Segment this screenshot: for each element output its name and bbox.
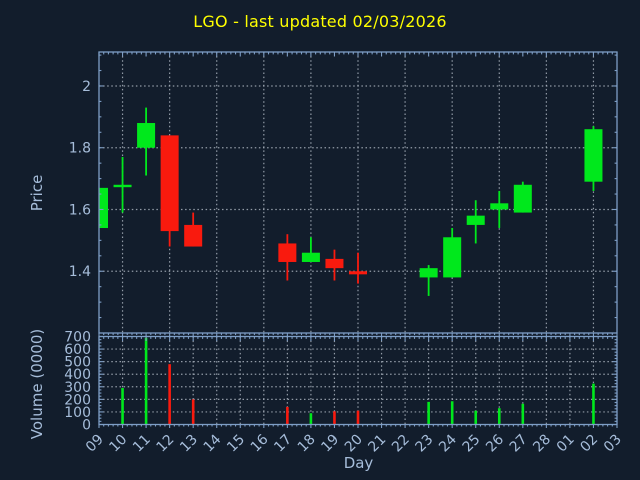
candle-body-13 bbox=[184, 224, 203, 247]
volume-tick-label-0: 0 bbox=[82, 418, 91, 434]
candle-24 bbox=[443, 228, 462, 278]
candle-26 bbox=[490, 190, 509, 229]
chart-title: LGO - last updated 02/03/2026 bbox=[193, 12, 447, 31]
candle-20 bbox=[349, 252, 367, 284]
candle-body-19 bbox=[325, 258, 344, 269]
day-tick-label-03: 03 bbox=[601, 432, 625, 456]
day-tick-label-26: 26 bbox=[483, 431, 507, 455]
candle-body-10 bbox=[113, 184, 132, 188]
day-tick-label-02: 02 bbox=[577, 432, 601, 456]
day-tick-label-21: 21 bbox=[365, 432, 389, 456]
volume-bar-27 bbox=[521, 403, 525, 425]
volume-bar-18 bbox=[309, 413, 313, 425]
volume-bar-11 bbox=[144, 337, 148, 425]
volume-bar-24 bbox=[450, 401, 454, 425]
volume-bar-10 bbox=[121, 388, 124, 425]
candle-18 bbox=[301, 237, 320, 262]
volume-bar-20 bbox=[356, 410, 360, 425]
price-tick-label-1.4: 1.4 bbox=[69, 264, 91, 280]
candle-10 bbox=[113, 156, 132, 213]
candle-19 bbox=[325, 249, 344, 281]
candle-23 bbox=[419, 265, 438, 296]
volume-tick-label-700: 700 bbox=[64, 330, 91, 346]
candle-body-17 bbox=[278, 243, 297, 262]
day-tick-label-23: 23 bbox=[413, 432, 437, 456]
day-tick-label-17: 17 bbox=[271, 432, 295, 456]
day-tick-label-24: 24 bbox=[436, 431, 460, 455]
candles bbox=[99, 107, 603, 296]
candle-body-27 bbox=[513, 184, 532, 213]
volume-tick-label-100: 100 bbox=[64, 405, 91, 421]
price-tick-label-2: 2 bbox=[82, 79, 91, 95]
candle-13 bbox=[184, 212, 203, 247]
day-tick-label-10: 10 bbox=[106, 432, 130, 456]
volume-bar-17 bbox=[286, 406, 289, 425]
volume-tick-label-500: 500 bbox=[64, 355, 91, 371]
day-tick-label-20: 20 bbox=[342, 432, 366, 456]
day-tick-label-22: 22 bbox=[389, 432, 413, 456]
candle-body-24 bbox=[443, 237, 462, 278]
volume-tick-label-300: 300 bbox=[64, 380, 91, 396]
plot-data bbox=[99, 107, 603, 425]
volume-bars bbox=[121, 337, 595, 425]
day-tick-label-16: 16 bbox=[248, 431, 272, 455]
candle-17 bbox=[278, 234, 297, 281]
day-tick-label-09: 09 bbox=[83, 432, 107, 456]
volume-tick-label-200: 200 bbox=[64, 392, 91, 408]
volume-bar-19 bbox=[333, 411, 336, 425]
candle-09 bbox=[99, 187, 108, 229]
day-axis-label: Day bbox=[343, 454, 374, 472]
candle-body-23 bbox=[419, 268, 438, 278]
volume-bar-12 bbox=[168, 364, 171, 425]
day-tick-label-15: 15 bbox=[224, 432, 248, 456]
day-tick-label-27: 27 bbox=[507, 432, 531, 456]
axes-spines bbox=[98, 51, 618, 426]
volume-tick-label-400: 400 bbox=[64, 367, 91, 383]
candle-body-11 bbox=[137, 123, 156, 148]
candle-body-25 bbox=[466, 215, 485, 225]
candle-body-09 bbox=[99, 187, 108, 229]
gridlines bbox=[99, 52, 617, 425]
volume-bar-13 bbox=[191, 399, 195, 425]
volume-bar-23 bbox=[427, 401, 430, 425]
candle-body-02 bbox=[584, 129, 603, 182]
volume-bar-02 bbox=[592, 383, 595, 425]
day-tick-label-19: 19 bbox=[318, 432, 342, 456]
volume-tick-label-600: 600 bbox=[64, 342, 91, 358]
day-tick-label-25: 25 bbox=[460, 432, 484, 456]
volume-bar-26 bbox=[497, 408, 501, 425]
candle-25 bbox=[466, 200, 485, 244]
day-tick-label-28: 28 bbox=[530, 432, 554, 456]
day-tick-label-18: 18 bbox=[295, 432, 319, 456]
price-tick-label-1.8: 1.8 bbox=[69, 141, 91, 157]
candle-body-12 bbox=[160, 135, 179, 232]
candle-body-26 bbox=[490, 203, 509, 210]
candle-02 bbox=[584, 126, 603, 191]
candle-11 bbox=[137, 107, 156, 176]
volume-bar-25 bbox=[474, 410, 478, 425]
candle-12 bbox=[160, 135, 179, 247]
candle-body-20 bbox=[349, 271, 367, 275]
candle-body-18 bbox=[301, 252, 320, 262]
candle-27 bbox=[513, 181, 532, 213]
price-tick-label-1.6: 1.6 bbox=[69, 202, 91, 218]
axis-ticks bbox=[98, 52, 618, 428]
day-tick-label-14: 14 bbox=[201, 431, 225, 455]
day-tick-label-11: 11 bbox=[130, 432, 154, 456]
day-tick-label-12: 12 bbox=[154, 432, 178, 456]
day-tick-label-13: 13 bbox=[177, 432, 201, 456]
day-tick-label-01: 01 bbox=[554, 432, 578, 456]
